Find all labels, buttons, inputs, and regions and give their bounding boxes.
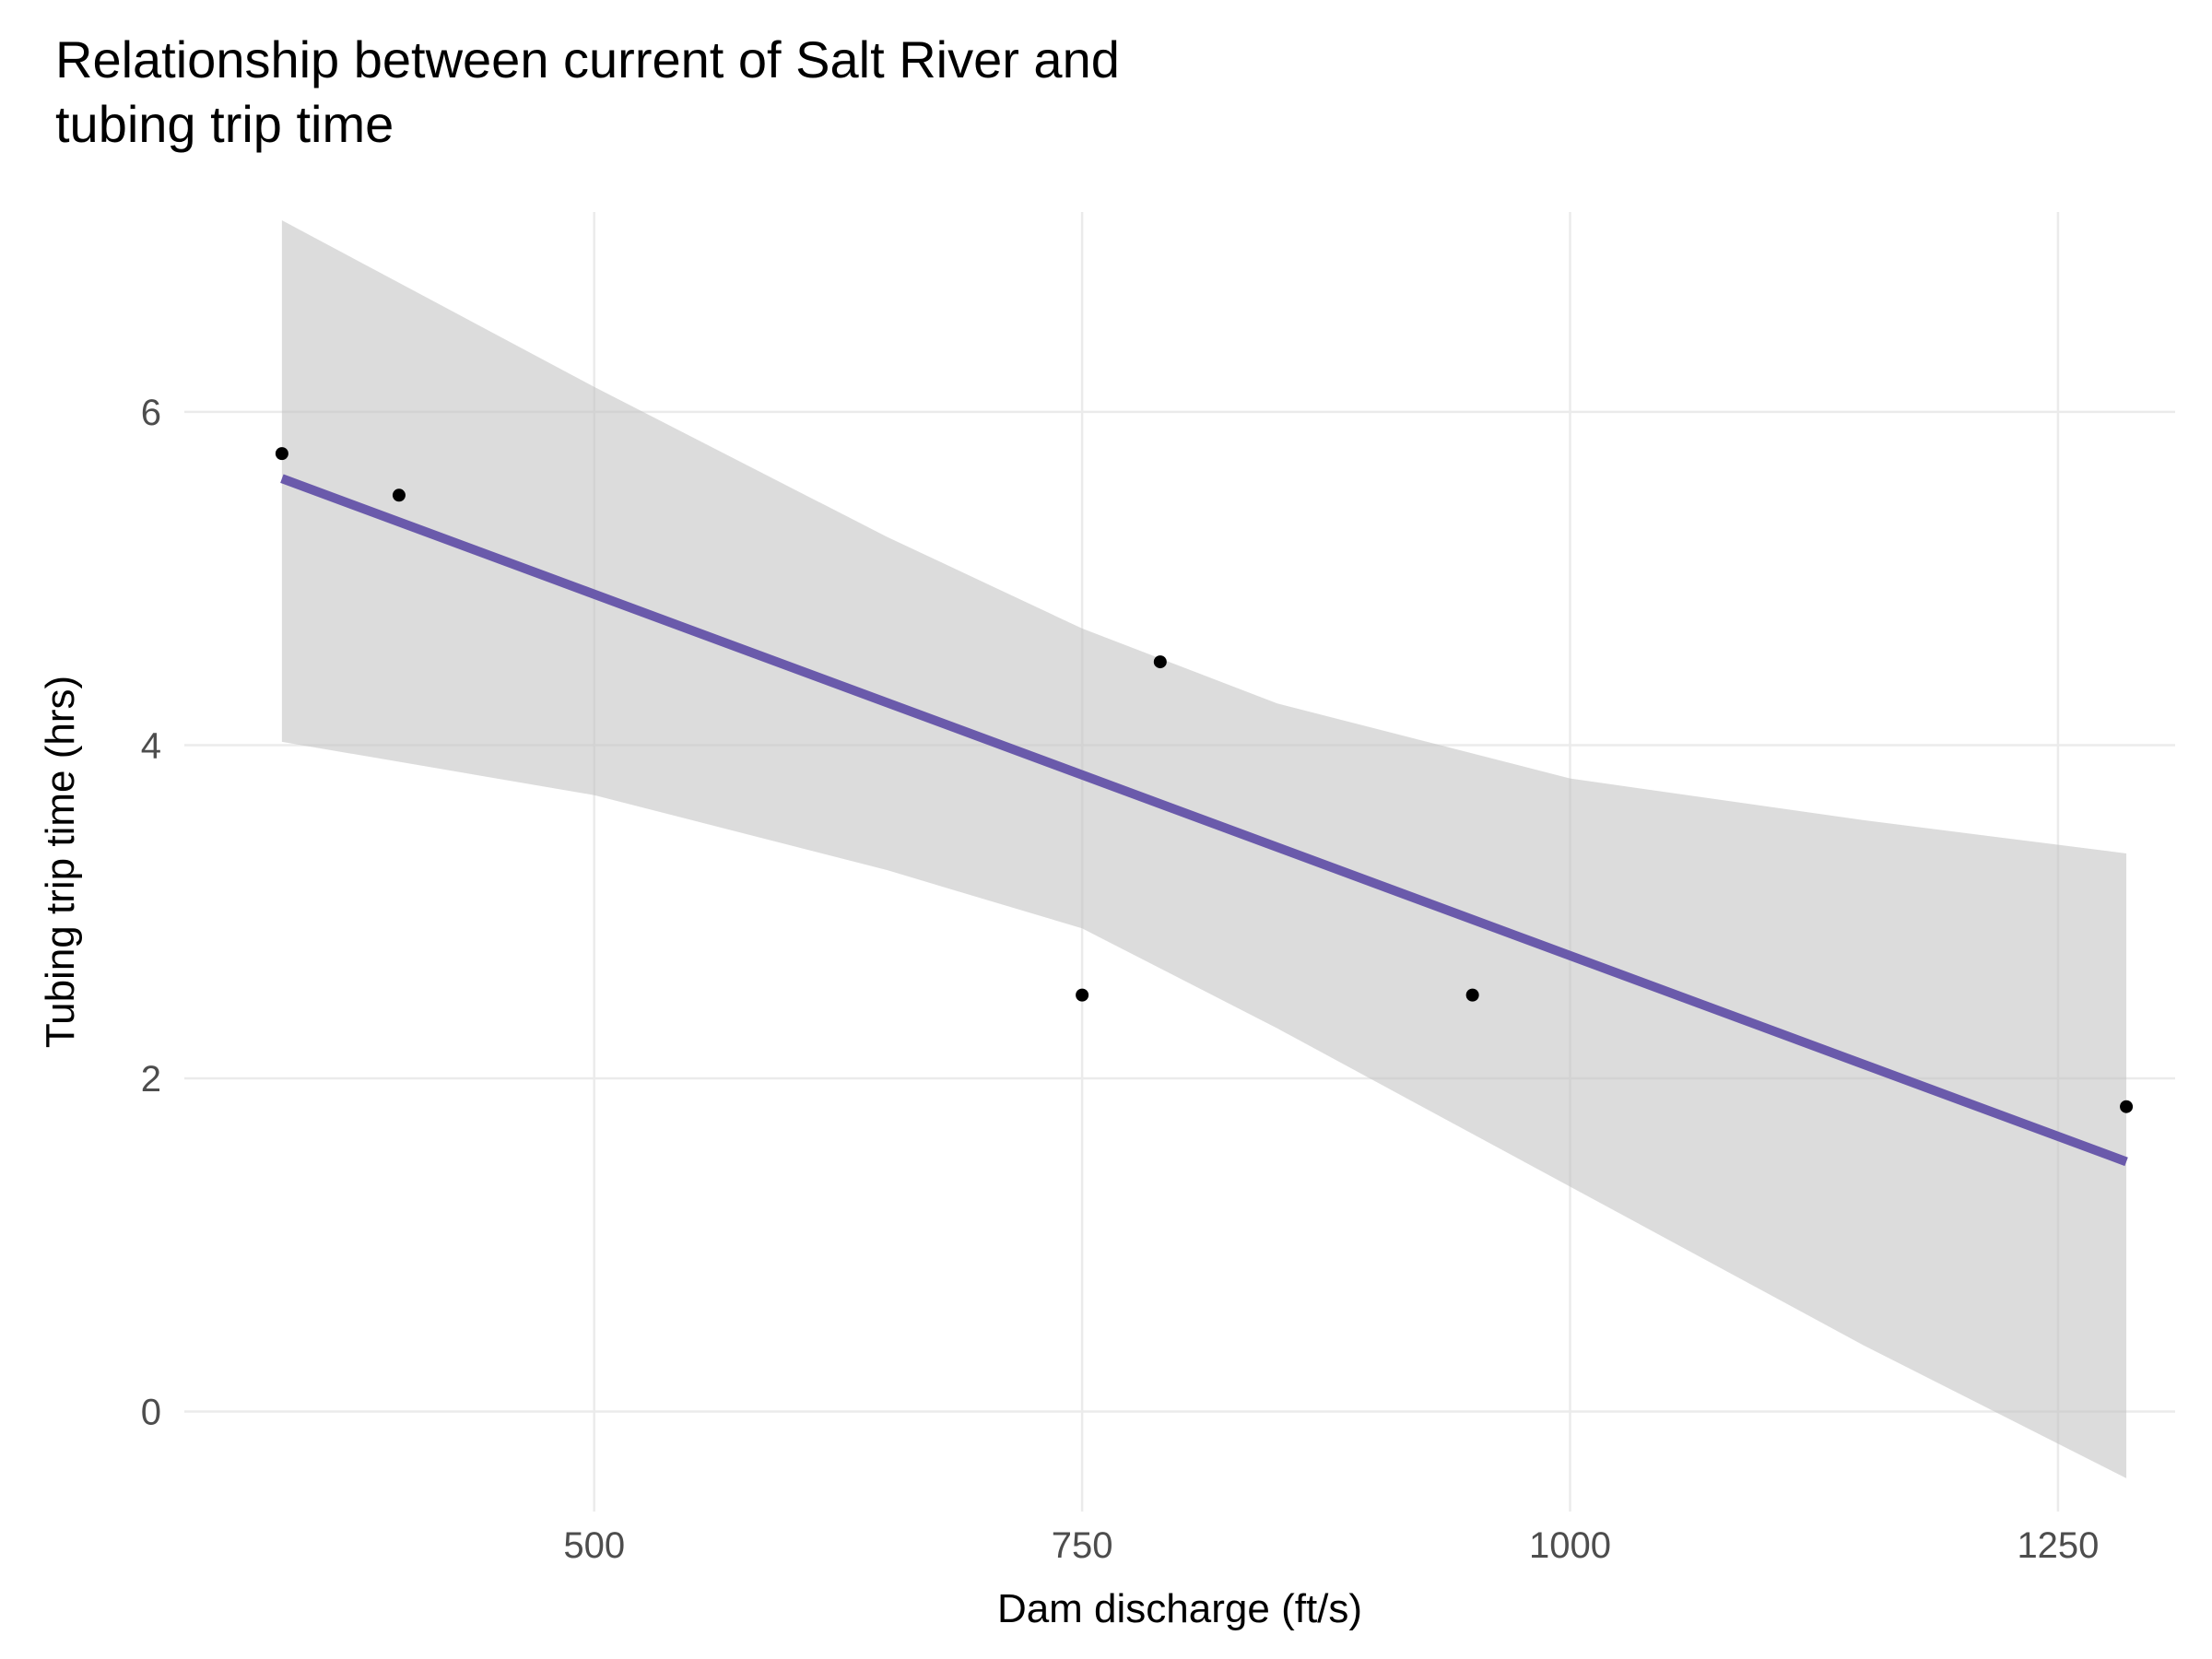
data-point [276, 447, 288, 460]
y-axis-label: Tubing trip time (hrs) [38, 676, 83, 1048]
x-tick-label: 1000 [1529, 1525, 1611, 1566]
data-point [1076, 989, 1088, 1002]
y-tick-label: 4 [141, 725, 161, 766]
data-point [393, 488, 406, 501]
x-tick-label: 500 [563, 1525, 625, 1566]
y-tick-label: 6 [141, 393, 161, 433]
x-axis-label: Dam discharge (ft/s) [997, 1586, 1362, 1631]
data-point [2120, 1100, 2133, 1113]
data-point [1466, 989, 1479, 1002]
y-tick-label: 2 [141, 1059, 161, 1100]
chart-container: Relationship between current of Salt Riv… [0, 0, 2212, 1659]
y-tick-label: 0 [141, 1393, 161, 1433]
x-tick-label: 750 [1052, 1525, 1113, 1566]
x-tick-label: 1250 [2017, 1525, 2099, 1566]
chart-svg: 500 750 1000 1250 0 2 4 6 Dam discharge (ft/s) Tu… [0, 0, 2212, 1659]
data-point [1154, 655, 1167, 668]
